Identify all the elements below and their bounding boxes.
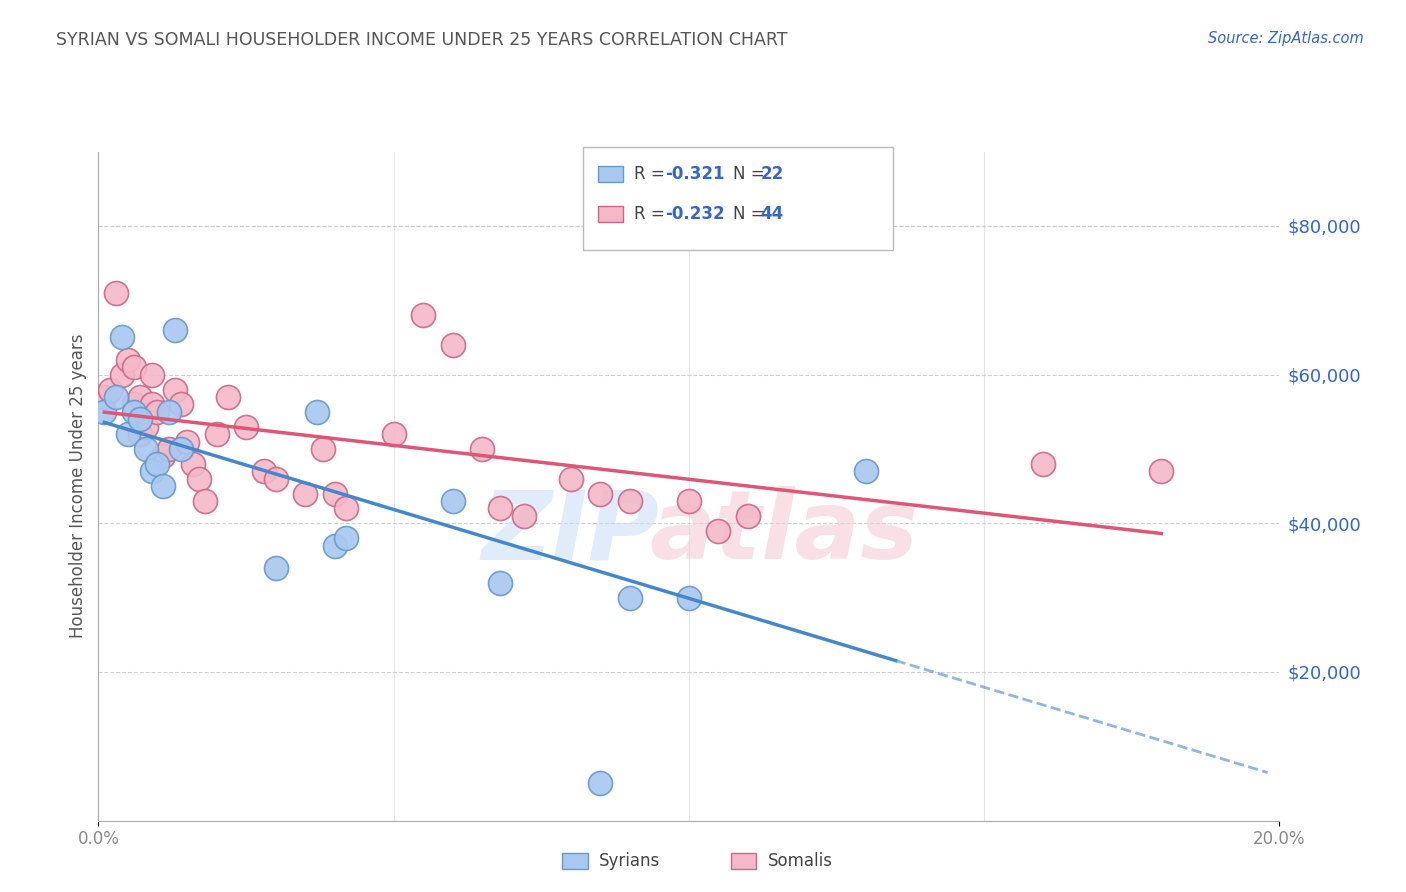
Point bbox=[141, 464, 163, 478]
Point bbox=[589, 486, 612, 500]
Point bbox=[235, 419, 257, 434]
Point bbox=[1150, 464, 1173, 478]
Text: Syrians: Syrians bbox=[599, 852, 661, 870]
Point bbox=[157, 442, 180, 456]
Text: atlas: atlas bbox=[650, 486, 918, 580]
Text: Source: ZipAtlas.com: Source: ZipAtlas.com bbox=[1208, 31, 1364, 46]
Point bbox=[122, 405, 145, 419]
Point bbox=[323, 539, 346, 553]
Point bbox=[176, 434, 198, 449]
Point bbox=[165, 383, 187, 397]
Point bbox=[117, 427, 139, 442]
Point bbox=[141, 368, 163, 382]
Point bbox=[93, 390, 115, 404]
Point bbox=[117, 352, 139, 367]
Text: N =: N = bbox=[733, 205, 769, 223]
Point bbox=[323, 486, 346, 500]
Text: R =: R = bbox=[634, 165, 671, 183]
Point bbox=[122, 397, 145, 411]
Point bbox=[737, 508, 759, 523]
Point bbox=[111, 330, 134, 344]
Point bbox=[264, 472, 287, 486]
Point bbox=[105, 390, 128, 404]
Point bbox=[152, 450, 174, 464]
Point bbox=[264, 561, 287, 575]
Point bbox=[141, 397, 163, 411]
Point bbox=[194, 494, 217, 508]
Point bbox=[1032, 457, 1054, 471]
Point bbox=[128, 412, 150, 426]
Point bbox=[335, 531, 357, 545]
Point bbox=[489, 575, 512, 590]
Point bbox=[335, 501, 357, 516]
Point bbox=[382, 427, 405, 442]
Text: Somalis: Somalis bbox=[768, 852, 832, 870]
Point bbox=[855, 464, 877, 478]
Point bbox=[471, 442, 494, 456]
Point bbox=[181, 457, 204, 471]
Point bbox=[678, 591, 700, 605]
Point bbox=[187, 472, 209, 486]
Point bbox=[146, 405, 169, 419]
Y-axis label: Householder Income Under 25 years: Householder Income Under 25 years bbox=[69, 334, 87, 639]
Point bbox=[170, 397, 193, 411]
Point bbox=[128, 390, 150, 404]
Point bbox=[560, 472, 582, 486]
Point bbox=[152, 479, 174, 493]
Text: 22: 22 bbox=[761, 165, 785, 183]
Text: 44: 44 bbox=[761, 205, 785, 223]
Point bbox=[205, 427, 228, 442]
Point bbox=[305, 405, 328, 419]
Point bbox=[312, 442, 335, 456]
Point bbox=[489, 501, 512, 516]
Point bbox=[253, 464, 276, 478]
Text: N =: N = bbox=[733, 165, 769, 183]
Point bbox=[165, 323, 187, 337]
Text: SYRIAN VS SOMALI HOUSEHOLDER INCOME UNDER 25 YEARS CORRELATION CHART: SYRIAN VS SOMALI HOUSEHOLDER INCOME UNDE… bbox=[56, 31, 787, 49]
Point bbox=[512, 508, 534, 523]
Point bbox=[412, 308, 434, 322]
Point bbox=[135, 419, 157, 434]
Text: -0.232: -0.232 bbox=[665, 205, 724, 223]
Point bbox=[128, 427, 150, 442]
Point bbox=[157, 405, 180, 419]
Point bbox=[294, 486, 316, 500]
Text: R =: R = bbox=[634, 205, 671, 223]
Point bbox=[93, 405, 115, 419]
Point bbox=[619, 591, 641, 605]
Point bbox=[146, 457, 169, 471]
Point bbox=[170, 442, 193, 456]
Point bbox=[122, 360, 145, 375]
Point bbox=[105, 285, 128, 300]
Point bbox=[98, 383, 121, 397]
Point bbox=[135, 442, 157, 456]
Point bbox=[619, 494, 641, 508]
Point bbox=[441, 494, 464, 508]
Text: ZIP: ZIP bbox=[482, 486, 659, 580]
Point bbox=[217, 390, 239, 404]
Text: -0.321: -0.321 bbox=[665, 165, 724, 183]
Point bbox=[707, 524, 730, 538]
Point bbox=[441, 338, 464, 352]
Point bbox=[589, 776, 612, 790]
Point bbox=[678, 494, 700, 508]
Point bbox=[111, 368, 134, 382]
